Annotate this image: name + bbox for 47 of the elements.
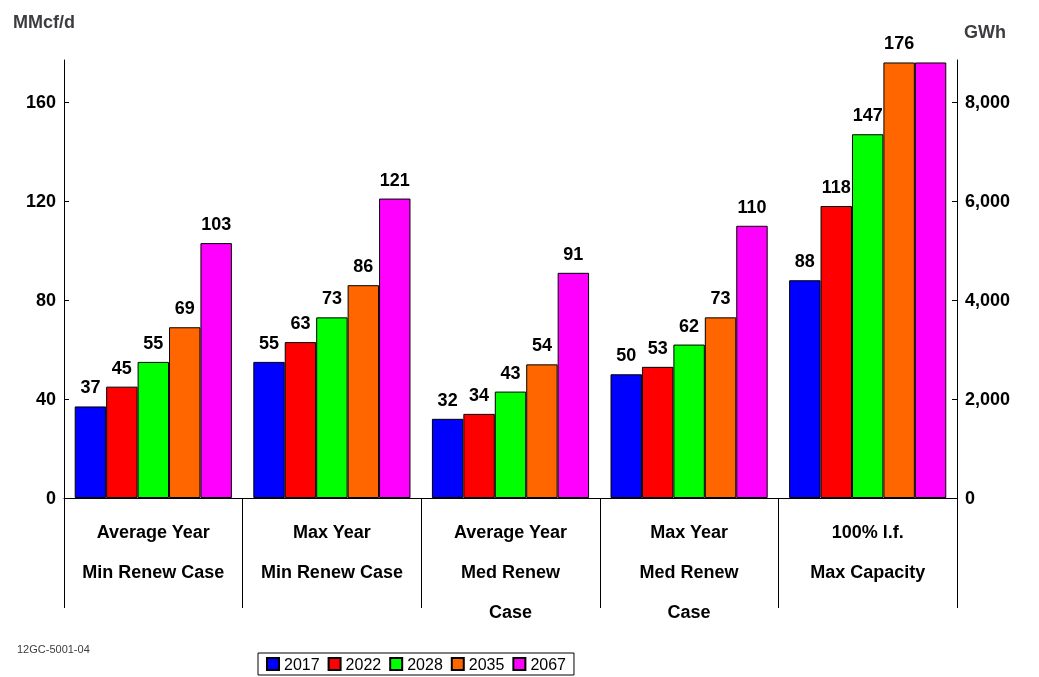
data-label: 73 bbox=[710, 288, 731, 309]
data-label: 37 bbox=[80, 377, 101, 398]
y2-tick-label: 4,000 bbox=[965, 290, 1011, 311]
data-label: 176 bbox=[884, 33, 915, 54]
data-label: 121 bbox=[379, 169, 410, 190]
data-label: 73 bbox=[321, 288, 342, 309]
y2-tick-label: 0 bbox=[965, 488, 976, 508]
text: 12GC-5001-04 bbox=[17, 642, 90, 655]
legend-label: 2022 bbox=[345, 655, 382, 673]
y-tick-label: 0 bbox=[45, 488, 56, 508]
legend-label: 2017 bbox=[284, 655, 320, 673]
y2-tick-label: 6,000 bbox=[965, 191, 1011, 212]
data-label: 103 bbox=[201, 214, 232, 235]
y2-tick-label: 2,000 bbox=[965, 389, 1011, 410]
x-tick-label: Average Year Min Renew Case bbox=[82, 522, 225, 582]
data-label: 86 bbox=[353, 256, 374, 277]
data-label: 50 bbox=[616, 345, 637, 366]
data-label: 110 bbox=[737, 196, 767, 217]
y-tick-label: 120 bbox=[25, 191, 56, 212]
x-tick-label: Max Year Med Renew Case bbox=[639, 522, 740, 622]
data-label: 88 bbox=[794, 251, 815, 272]
data-label: 34 bbox=[469, 384, 490, 405]
data-label: 54 bbox=[531, 335, 552, 356]
data-label: 43 bbox=[500, 362, 521, 383]
legend-label: 2028 bbox=[407, 655, 443, 673]
y-tick-label: 160 bbox=[25, 92, 56, 113]
x-tick-label: Max Year Min Renew Case bbox=[260, 522, 403, 582]
legend-label: 2067 bbox=[530, 655, 567, 673]
data-label: 147 bbox=[852, 105, 883, 126]
data-label: 63 bbox=[290, 313, 311, 334]
data-label: 53 bbox=[647, 337, 668, 358]
y2-axis-title: GWh bbox=[964, 22, 1007, 42]
x-tick-label: Average Year Med Renew Case bbox=[453, 522, 568, 622]
data-label: 118 bbox=[821, 177, 851, 197]
data-label: 45 bbox=[111, 357, 132, 378]
data-label: 69 bbox=[174, 298, 195, 319]
y2-tick-label: 8,000 bbox=[965, 92, 1011, 113]
data-label: 62 bbox=[679, 315, 700, 336]
data-label: 32 bbox=[437, 389, 458, 410]
y-tick-label: 80 bbox=[35, 290, 56, 311]
y-tick-label: 40 bbox=[35, 389, 56, 410]
data-label: 55 bbox=[143, 332, 164, 353]
data-label: 55 bbox=[259, 332, 280, 353]
legend-label: 2035 bbox=[468, 655, 505, 673]
x-tick-label: 100% l.f. Max Capacity bbox=[810, 522, 926, 582]
data-label: 91 bbox=[563, 243, 584, 264]
y-axis-title: MMcf/d bbox=[13, 12, 75, 32]
